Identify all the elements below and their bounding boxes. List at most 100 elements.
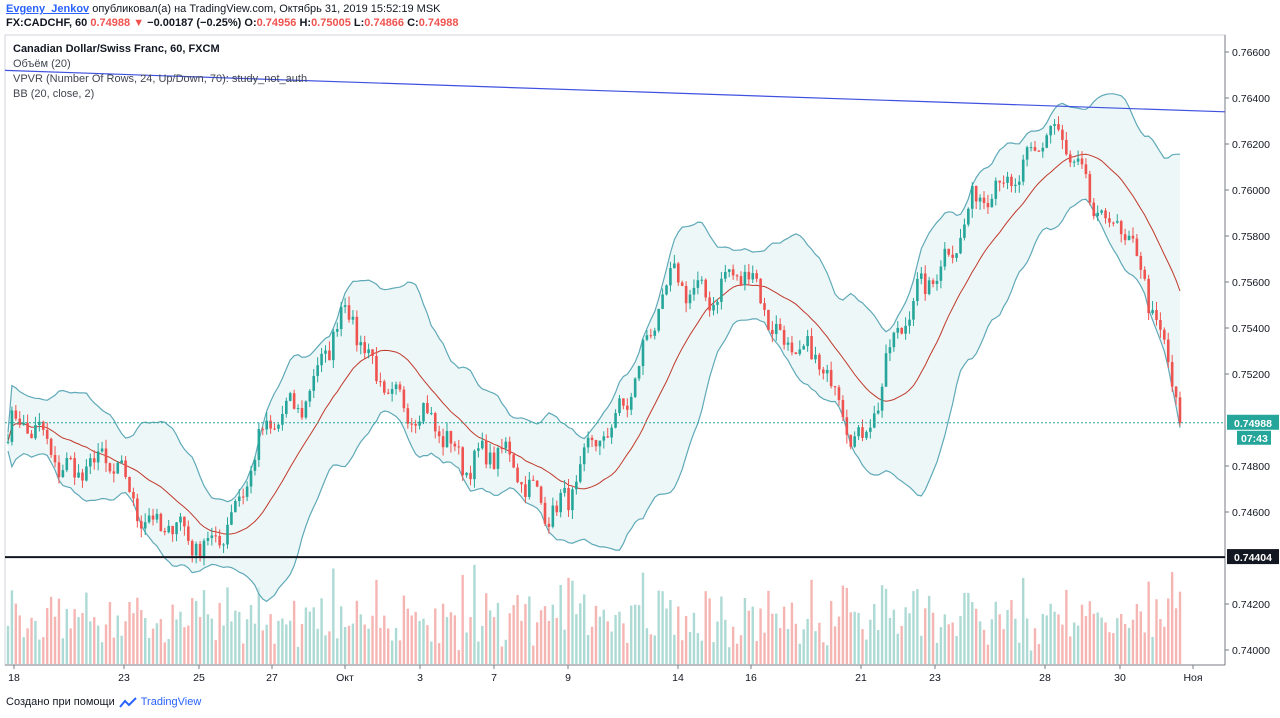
candle-body <box>865 431 868 438</box>
candle-body <box>559 492 562 513</box>
volume-bar <box>332 568 335 664</box>
volume-bar <box>367 628 370 664</box>
volume-bar <box>241 643 245 664</box>
legend-vpvr[interactable]: VPVR (Number Of Rows, 24, Up/Down, 70): … <box>13 73 308 85</box>
volume-bar <box>339 606 343 664</box>
volume-bar <box>171 604 174 664</box>
candle-body <box>261 429 265 431</box>
candle-body <box>763 303 766 310</box>
candle-body <box>300 408 304 418</box>
volume-bar <box>1143 632 1146 664</box>
candle-body <box>1057 124 1060 130</box>
volume-bar <box>1065 589 1068 664</box>
volume-bar <box>528 596 531 664</box>
candle-body <box>610 427 613 438</box>
volume-bar <box>390 640 394 664</box>
volume-bar <box>179 611 182 664</box>
candle-body <box>457 446 461 448</box>
candle-body <box>304 401 308 418</box>
time-tick-label: 16 <box>745 672 757 684</box>
volume-bar <box>61 638 65 664</box>
volume-bar <box>1057 614 1060 664</box>
candle-body <box>120 460 123 463</box>
volume-bar <box>194 600 198 664</box>
candle-body <box>461 447 464 476</box>
candle-body <box>778 323 782 330</box>
resistance-trendline <box>4 69 1226 113</box>
band-upper-line <box>7 93 1181 503</box>
volume-bar <box>69 628 72 664</box>
candle-body <box>386 392 390 394</box>
candle-body <box>755 273 758 279</box>
volume-bar <box>649 634 653 664</box>
volume-bar <box>669 599 672 664</box>
volume-bar <box>500 646 504 664</box>
volume-bar <box>1022 577 1025 664</box>
candle-body <box>210 535 214 539</box>
candle-body <box>563 487 566 493</box>
volume-bar <box>136 597 139 664</box>
candle-body <box>1143 269 1147 279</box>
time-tick-label: Ноя <box>1183 672 1202 684</box>
price-tick-label: 0.76400 <box>1232 93 1270 105</box>
volume-bar <box>112 637 116 664</box>
countdown-badge <box>1237 430 1271 445</box>
candle-body <box>1041 147 1045 152</box>
volume-bar <box>778 628 782 664</box>
volume-bar <box>375 579 378 664</box>
candle-body <box>328 350 331 361</box>
volume-bar <box>790 602 794 664</box>
volume-bar <box>312 607 315 664</box>
volume-bar <box>916 589 919 664</box>
candle-body <box>1115 221 1119 223</box>
volume-bar <box>967 592 970 664</box>
candle-body <box>1139 255 1143 270</box>
volume-bar <box>602 609 605 664</box>
volume-bar <box>191 598 194 664</box>
volume-bar <box>183 627 186 664</box>
volume-bar <box>547 620 551 664</box>
candle-body <box>488 452 492 465</box>
candle-body <box>849 434 853 447</box>
footer-brand[interactable]: TradingView <box>140 696 202 708</box>
candle-body <box>794 352 798 354</box>
legend-bb[interactable]: BB (20, close, 2) <box>13 88 95 100</box>
candle-body <box>578 464 582 482</box>
candle-body <box>159 513 163 532</box>
volume-bar <box>124 621 127 664</box>
author-link[interactable]: Evgeny_Jenkov <box>6 3 90 15</box>
volume-bar <box>1018 642 1021 664</box>
volume-bar <box>747 610 751 664</box>
volume-bar <box>978 621 982 664</box>
published-text: опубликовал(а) на TradingView.com, Октяб… <box>92 3 441 15</box>
volume-bar <box>14 603 18 664</box>
volume-bar <box>26 628 29 664</box>
legend-volume[interactable]: Объём (20) <box>13 58 71 70</box>
candle-body <box>398 384 402 390</box>
candle-body <box>720 278 723 302</box>
candle-body <box>414 424 417 426</box>
volume-bar <box>571 580 574 664</box>
volume-bar <box>398 640 402 664</box>
candle-body <box>853 436 856 447</box>
candle-body <box>539 486 543 503</box>
volume-bar <box>998 614 1001 664</box>
volume-bar <box>688 632 692 664</box>
candle-body <box>100 448 104 452</box>
support-price-badge-label: 0.74404 <box>1234 552 1272 564</box>
candle-body <box>96 451 100 463</box>
candle-body <box>500 448 504 450</box>
time-tick-label: 30 <box>1114 672 1126 684</box>
volume-bar <box>524 604 527 664</box>
volume-bar <box>1006 609 1009 664</box>
volume-bar <box>1080 604 1084 664</box>
candle-body <box>1029 147 1033 149</box>
candle-body <box>1088 174 1092 203</box>
volume-bar <box>387 628 390 664</box>
volume-bar <box>481 625 484 664</box>
candle-body <box>990 198 994 208</box>
volume-bar <box>1135 604 1139 664</box>
volume-bar <box>543 606 547 664</box>
volume-bar <box>873 604 876 664</box>
